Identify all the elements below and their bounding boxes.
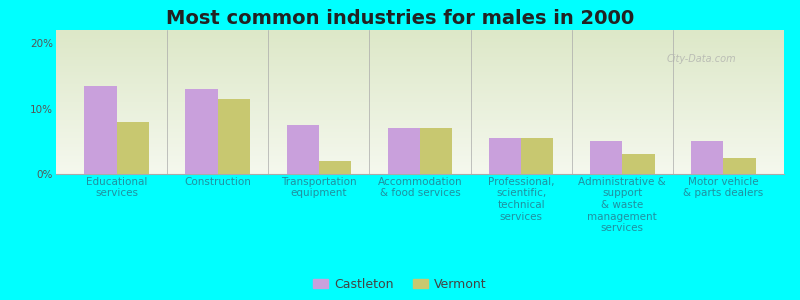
- Bar: [622, 154, 654, 174]
- Bar: [590, 141, 622, 174]
- Legend: Castleton, Vermont: Castleton, Vermont: [314, 278, 486, 291]
- Bar: [218, 99, 250, 174]
- Bar: [319, 161, 351, 174]
- Bar: [489, 138, 521, 174]
- Bar: [117, 122, 149, 174]
- Bar: [723, 158, 756, 174]
- Bar: [286, 125, 319, 174]
- Text: City-Data.com: City-Data.com: [666, 54, 736, 64]
- Bar: [388, 128, 420, 174]
- Bar: [420, 128, 452, 174]
- Bar: [186, 89, 218, 174]
- Bar: [521, 138, 554, 174]
- Text: Most common industries for males in 2000: Most common industries for males in 2000: [166, 9, 634, 28]
- Bar: [691, 141, 723, 174]
- Bar: [84, 85, 117, 174]
